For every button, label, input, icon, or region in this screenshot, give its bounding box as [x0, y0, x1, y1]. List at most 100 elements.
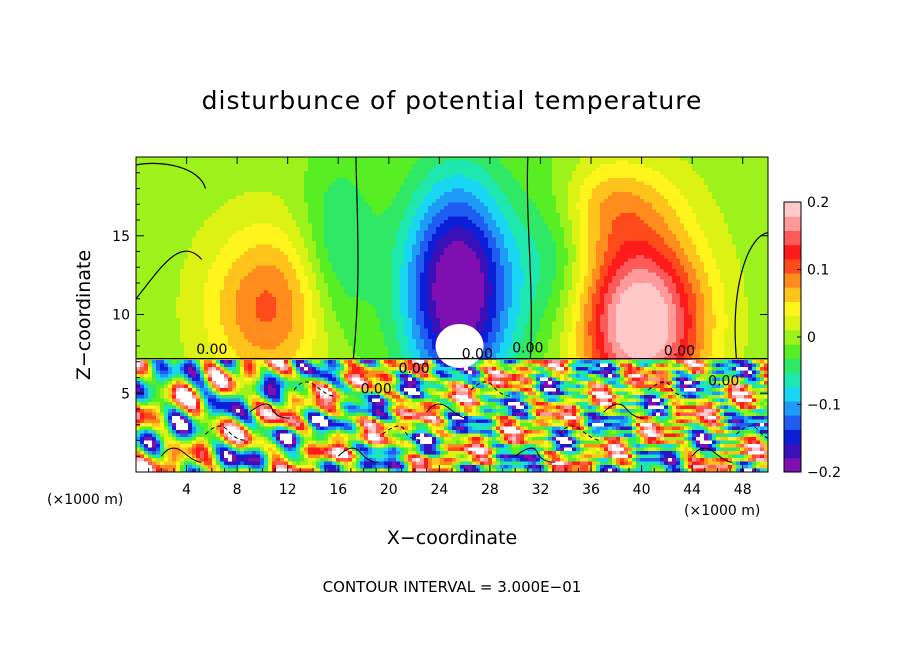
field-cell — [152, 210, 157, 214]
field-cell — [348, 308, 353, 312]
field-cell — [344, 206, 349, 210]
field-cell — [284, 392, 289, 396]
field-cell — [236, 388, 241, 392]
field-cell — [344, 224, 349, 228]
field-cell — [144, 406, 149, 410]
field-cell — [144, 378, 149, 382]
field-cell — [188, 441, 193, 445]
field-cell — [316, 339, 321, 343]
field-cell — [348, 294, 353, 298]
field-cell — [304, 161, 309, 165]
field-cell — [348, 234, 353, 238]
field-cell — [284, 462, 289, 466]
field-cell — [252, 248, 257, 252]
field-cell — [216, 448, 221, 452]
field-cell — [208, 416, 213, 420]
field-cell — [288, 420, 293, 424]
field-cell — [252, 217, 257, 221]
field-cell — [324, 455, 329, 459]
field-cell — [192, 182, 197, 186]
field-cell — [332, 294, 337, 298]
field-cell — [232, 164, 237, 168]
field-cell — [328, 458, 333, 462]
field-cell — [288, 437, 293, 441]
field-cell — [264, 392, 269, 396]
field-cell — [304, 224, 309, 228]
field-cell — [164, 199, 169, 203]
field-cell — [232, 360, 237, 364]
field-cell — [140, 385, 145, 389]
field-cell — [276, 238, 281, 242]
field-cell — [264, 280, 269, 284]
field-cell — [296, 451, 301, 455]
field-cell — [244, 301, 249, 305]
field-cell — [276, 182, 281, 186]
field-cell — [240, 252, 245, 256]
field-cell — [220, 213, 225, 217]
field-cell — [336, 413, 341, 417]
field-cell — [244, 339, 249, 343]
field-cell — [236, 164, 241, 168]
field-cell — [232, 364, 237, 368]
field-cell — [332, 175, 337, 179]
field-cell — [196, 448, 201, 452]
field-cell — [152, 245, 157, 249]
field-cell — [232, 294, 237, 298]
field-cell — [296, 462, 301, 466]
field-cell — [264, 287, 269, 291]
field-cell — [320, 196, 325, 200]
field-cell — [200, 325, 205, 329]
field-cell — [180, 441, 185, 445]
field-cell — [256, 371, 261, 375]
field-cell — [144, 455, 149, 459]
field-cell — [272, 385, 277, 389]
field-cell — [292, 238, 297, 242]
field-cell — [292, 406, 297, 410]
field-cell — [348, 322, 353, 326]
field-cell — [296, 213, 301, 217]
field-cell — [188, 329, 193, 333]
field-cell — [252, 364, 257, 368]
field-cell — [344, 420, 349, 424]
field-cell — [248, 395, 253, 399]
field-cell — [232, 402, 237, 406]
field-cell — [256, 388, 261, 392]
field-cell — [196, 217, 201, 221]
field-cell — [176, 339, 181, 343]
field-cell — [224, 455, 229, 459]
field-cell — [256, 416, 261, 420]
field-cell — [288, 290, 293, 294]
field-cell — [216, 238, 221, 242]
field-cell — [160, 206, 165, 210]
field-cell — [288, 199, 293, 203]
field-cell — [336, 441, 341, 445]
field-cell — [312, 308, 317, 312]
field-cell — [228, 259, 233, 263]
field-cell — [136, 238, 141, 242]
field-cell — [336, 206, 341, 210]
field-cell — [292, 409, 297, 413]
field-cell — [140, 304, 145, 308]
field-cell — [336, 196, 341, 200]
field-cell — [272, 238, 277, 242]
field-cell — [324, 304, 329, 308]
field-cell — [148, 304, 153, 308]
field-cell — [204, 406, 209, 410]
field-cell — [220, 290, 225, 294]
field-cell — [344, 252, 349, 256]
field-cell — [260, 276, 265, 280]
field-cell — [308, 458, 313, 462]
field-cell — [288, 455, 293, 459]
field-cell — [272, 157, 277, 161]
field-cell — [300, 283, 305, 287]
field-cell — [248, 224, 253, 228]
field-cell — [312, 259, 317, 263]
field-cell — [312, 283, 317, 287]
field-cell — [304, 168, 309, 172]
field-cell — [232, 157, 237, 161]
field-cell — [344, 325, 349, 329]
field-cell — [300, 420, 305, 424]
field-cell — [168, 269, 173, 273]
field-cell — [352, 416, 357, 420]
field-cell — [236, 315, 241, 319]
